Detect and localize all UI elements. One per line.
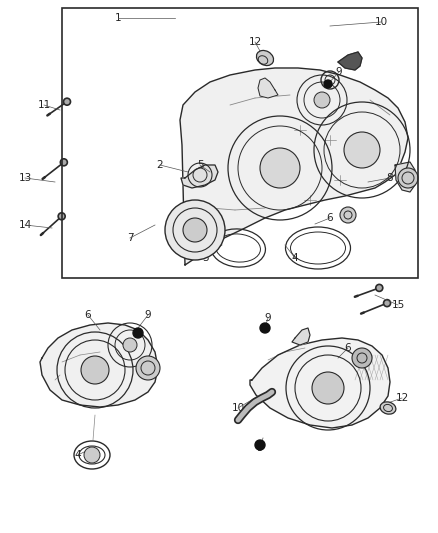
Text: 15: 15 [392,300,405,310]
Polygon shape [181,165,218,188]
Text: 9: 9 [265,313,271,323]
Circle shape [260,148,300,188]
Circle shape [58,213,65,220]
Bar [62,8,418,278]
Polygon shape [338,52,362,70]
Circle shape [183,218,207,242]
Circle shape [136,356,160,380]
Text: 12: 12 [396,393,409,403]
Polygon shape [250,338,390,428]
Text: 1: 1 [115,13,121,23]
Circle shape [260,323,270,333]
Text: 11: 11 [37,100,51,110]
Circle shape [314,92,330,108]
Ellipse shape [257,51,274,66]
Text: 12: 12 [248,37,261,47]
Text: 9: 9 [145,310,151,320]
Circle shape [60,159,67,166]
Circle shape [255,440,265,450]
Polygon shape [40,323,158,407]
Text: 10: 10 [374,17,388,27]
Text: 7: 7 [127,233,133,243]
Circle shape [344,132,380,168]
Circle shape [84,447,100,463]
Text: 14: 14 [18,220,32,230]
Circle shape [384,300,391,306]
Text: 6: 6 [85,310,91,320]
Text: 3: 3 [201,253,208,263]
Text: 9: 9 [257,443,263,453]
Polygon shape [180,68,408,265]
Circle shape [376,285,383,292]
Text: 4: 4 [292,253,298,263]
Circle shape [398,168,418,188]
Circle shape [165,200,225,260]
Polygon shape [292,328,310,345]
Polygon shape [258,78,278,98]
Circle shape [64,98,71,105]
Circle shape [312,372,344,404]
Text: 8: 8 [387,173,393,183]
Text: 6: 6 [345,343,351,353]
Text: 5: 5 [197,160,203,170]
Text: 4: 4 [75,450,81,460]
Circle shape [123,338,137,352]
Polygon shape [395,162,415,192]
Text: 2: 2 [157,160,163,170]
Text: 9: 9 [336,67,343,77]
Ellipse shape [380,402,396,414]
Circle shape [81,356,109,384]
Text: 6: 6 [327,213,333,223]
Circle shape [133,328,143,338]
Circle shape [340,207,356,223]
Text: 13: 13 [18,173,32,183]
Circle shape [324,80,332,88]
Circle shape [352,348,372,368]
Text: 10: 10 [231,403,244,413]
